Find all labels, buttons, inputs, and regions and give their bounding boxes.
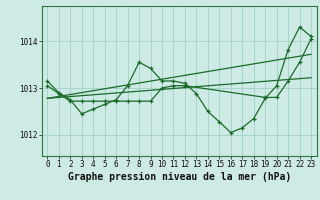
- X-axis label: Graphe pression niveau de la mer (hPa): Graphe pression niveau de la mer (hPa): [68, 172, 291, 182]
